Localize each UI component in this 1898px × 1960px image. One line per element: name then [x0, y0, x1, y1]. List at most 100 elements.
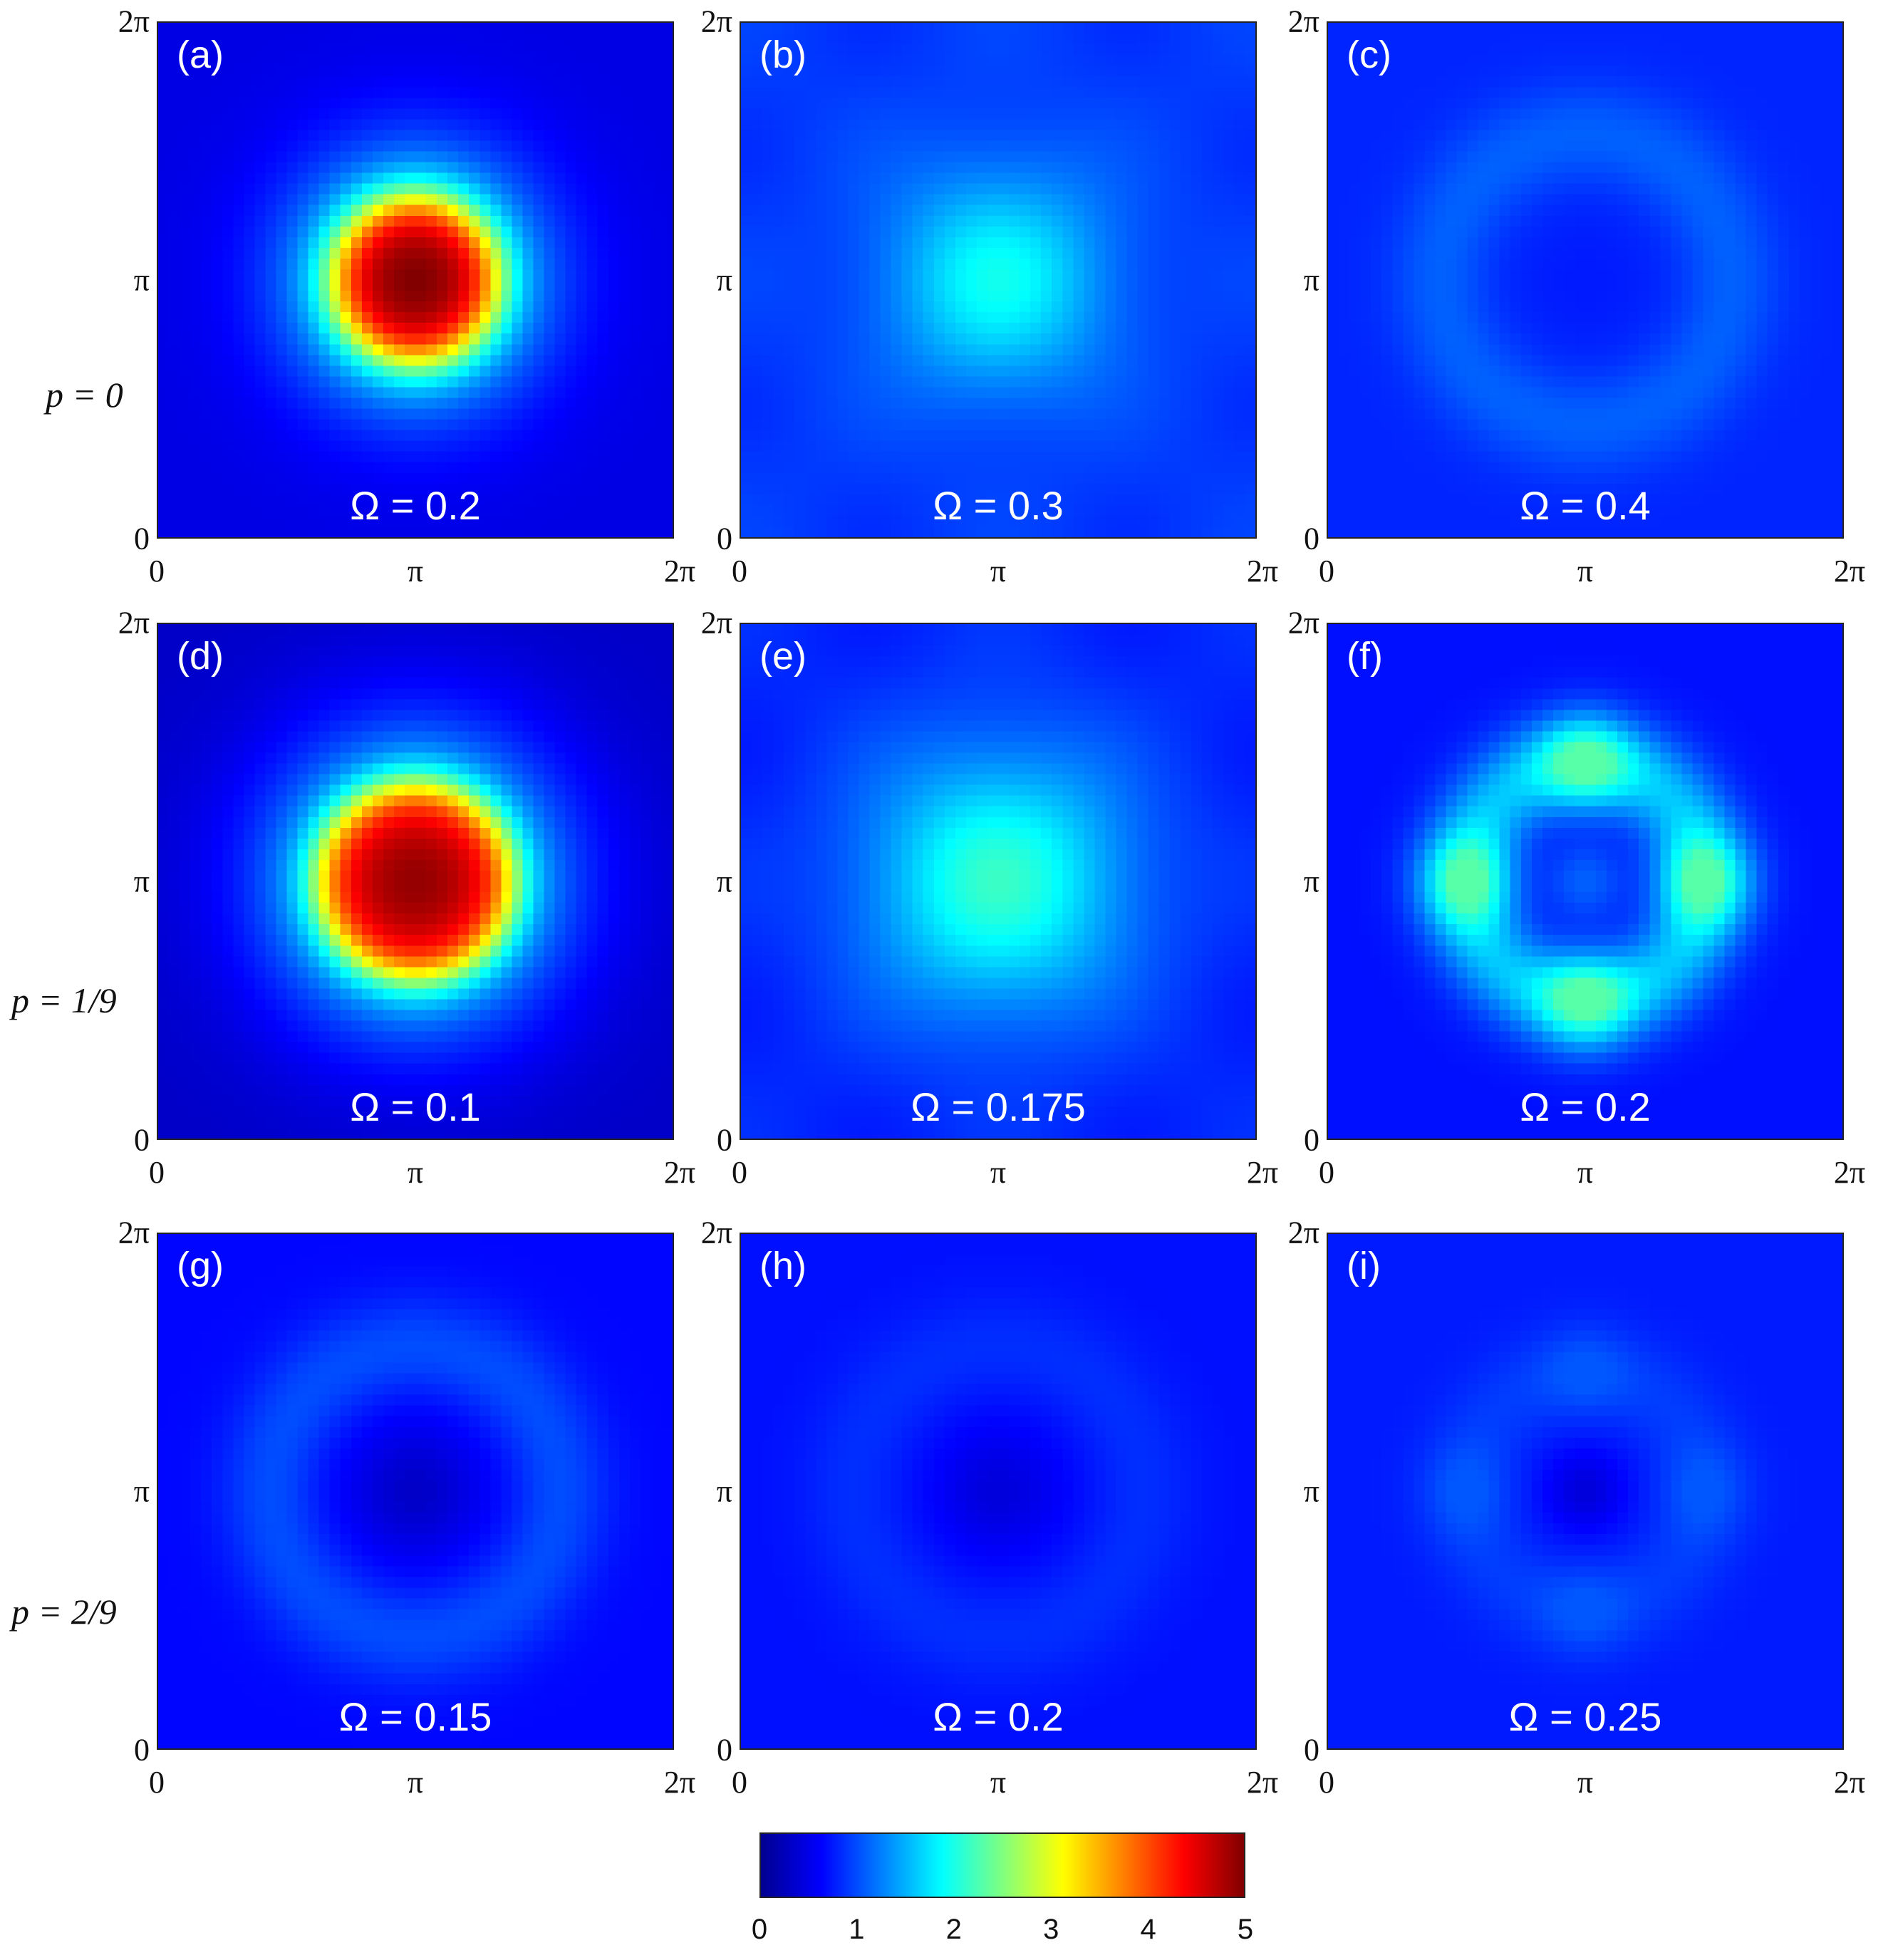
heatmap-cell [501, 526, 513, 537]
heatmap-cell [201, 119, 212, 131]
heatmap-cell [826, 344, 839, 356]
heatmap-cell [158, 183, 170, 195]
heatmap-cell [254, 140, 266, 152]
heatmap-cell [1349, 55, 1361, 66]
heatmap-cell [944, 398, 956, 410]
heatmap-cell [933, 387, 945, 399]
heatmap-cell [1223, 162, 1235, 174]
heatmap-cell [1073, 504, 1085, 517]
heatmap-cell [837, 119, 849, 131]
heatmap-cell [576, 280, 588, 291]
heatmap-cell [1746, 55, 1758, 66]
heatmap-cell [1478, 87, 1490, 99]
heatmap-cell [276, 387, 288, 399]
heatmap-cell [1244, 108, 1255, 120]
heatmap-cell [180, 494, 191, 506]
heatmap-cell [1105, 355, 1117, 367]
heatmap-cell [762, 483, 774, 495]
heatmap-cell [880, 247, 892, 259]
heatmap-cell [816, 355, 828, 367]
heatmap-cell [158, 162, 170, 174]
heatmap-cell [1328, 66, 1339, 77]
heatmap-cell [180, 98, 191, 110]
heatmap-cell [1137, 280, 1149, 291]
heatmap-cell [1116, 23, 1128, 34]
heatmap-cell [794, 237, 807, 249]
heatmap-cell [158, 98, 170, 110]
heatmap-cell [1126, 387, 1139, 399]
heatmap-cell [447, 130, 459, 142]
heatmap-cell [1596, 87, 1607, 99]
heatmap-cell [1030, 344, 1042, 356]
heatmap-cell [479, 515, 492, 527]
heatmap-cell [629, 33, 641, 45]
heatmap-cell [1041, 494, 1052, 506]
heatmap-cell [222, 376, 234, 388]
heatmap-cell [1052, 66, 1064, 77]
heatmap-cell [837, 204, 849, 217]
heatmap-cell [1212, 504, 1224, 517]
heatmap-cell [1169, 333, 1181, 346]
heatmap-cell [201, 162, 212, 174]
heatmap-cell [318, 162, 331, 174]
heatmap-cell [859, 376, 871, 388]
heatmap-cell [212, 183, 224, 195]
heatmap-cell [1009, 419, 1020, 431]
heatmap-cell [351, 172, 363, 185]
heatmap-cell [586, 194, 598, 206]
heatmap-cell [1233, 365, 1245, 378]
heatmap-cell [554, 55, 566, 66]
heatmap-cell [629, 440, 641, 452]
heatmap-cell [805, 194, 817, 206]
heatmap-cell [1381, 76, 1394, 88]
heatmap-cell [1233, 108, 1245, 120]
heatmap-cell [998, 237, 1010, 249]
heatmap-cell [1574, 33, 1586, 45]
heatmap-cell [512, 87, 524, 99]
heatmap-cell [190, 323, 202, 334]
heatmap-cell [816, 151, 828, 163]
heatmap-cell [1148, 333, 1160, 346]
heatmap-cell [597, 269, 609, 281]
heatmap-cell [318, 151, 331, 163]
heatmap-cell [576, 472, 588, 484]
heatmap-cell [447, 108, 459, 120]
heatmap-cell [254, 344, 266, 356]
heatmap-cell [1094, 76, 1106, 88]
heatmap-cell [762, 33, 774, 45]
heatmap-cell [544, 376, 556, 388]
heatmap-cell [933, 451, 945, 463]
heatmap-cell [265, 323, 277, 334]
heatmap-cell [1137, 130, 1149, 142]
heatmap-cell [586, 398, 598, 410]
heatmap-cell [265, 226, 277, 238]
heatmap-cell [479, 215, 492, 227]
heatmap-cell [848, 291, 860, 302]
heatmap-cell [608, 419, 620, 431]
heatmap-cell [586, 226, 598, 238]
heatmap-cell [741, 355, 752, 367]
heatmap-cell [1244, 76, 1255, 88]
heatmap-cell [869, 323, 881, 334]
heatmap-cell [597, 66, 609, 77]
heatmap-cell [661, 398, 673, 410]
heatmap-cell [1180, 237, 1192, 249]
heatmap-cell [826, 526, 839, 537]
heatmap-cell [308, 76, 320, 88]
heatmap-cell [458, 504, 470, 517]
heatmap-cell [640, 440, 652, 452]
heatmap-cell [923, 376, 935, 388]
heatmap-cell [837, 451, 849, 463]
heatmap-cell [784, 226, 795, 238]
heatmap-cell [393, 226, 405, 238]
heatmap-cell [848, 98, 860, 110]
heatmap-cell [244, 387, 256, 399]
heatmap-cell [987, 504, 999, 517]
heatmap-cell [955, 23, 967, 34]
heatmap-cell [1510, 23, 1522, 34]
heatmap-cell [1094, 55, 1106, 66]
heatmap-cell [998, 140, 1010, 152]
heatmap-cell [544, 291, 556, 302]
heatmap-cell [1660, 87, 1672, 99]
heatmap-cell [458, 440, 470, 452]
